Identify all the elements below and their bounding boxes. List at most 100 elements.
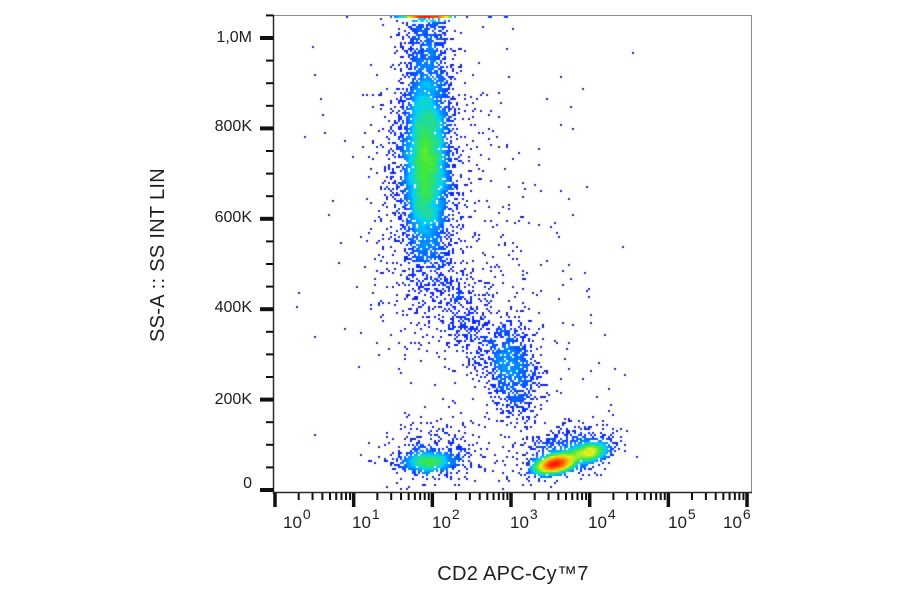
- x-tick-label-10e4: 104: [588, 506, 616, 533]
- y-tick-label-800k: 800K: [214, 118, 252, 135]
- x-tick-exponent: 2: [451, 506, 460, 522]
- x-tick-exponent: 0: [302, 506, 311, 522]
- x-minor-tick: [533, 493, 536, 500]
- y-axis-ticks: [260, 14, 274, 492]
- x-tick-base: 10: [283, 513, 302, 532]
- x-tick-label-10e0: 100: [283, 506, 311, 533]
- x-minor-tick: [564, 493, 567, 500]
- x-minor-tick: [427, 493, 430, 500]
- x-minor-tick: [557, 493, 560, 500]
- x-minor-tick: [547, 493, 550, 500]
- x-tick-label-10e1: 101: [352, 506, 380, 533]
- x-minor-tick: [486, 493, 489, 500]
- x-major-tick: [587, 493, 592, 507]
- density-scatter-canvas: [274, 16, 751, 492]
- x-minor-tick: [742, 493, 745, 500]
- x-tick-exponent: 4: [607, 506, 616, 522]
- x-minor-tick: [649, 493, 652, 500]
- x-minor-tick: [571, 493, 574, 500]
- x-minor-tick: [659, 493, 662, 500]
- x-minor-tick: [468, 493, 471, 500]
- x-tick-base: 10: [668, 513, 687, 532]
- x-axis-ticks: [273, 493, 749, 507]
- x-tick-base: 10: [352, 513, 371, 532]
- x-minor-tick: [297, 493, 300, 500]
- x-minor-tick: [423, 493, 426, 500]
- y-minor-tick: [266, 466, 274, 469]
- x-tick-base: 10: [510, 513, 529, 532]
- x-minor-tick: [663, 493, 666, 500]
- x-minor-tick: [478, 493, 481, 500]
- y-tick-label-600k: 600K: [214, 209, 252, 226]
- x-tick-label-10e5: 105: [668, 506, 696, 533]
- y-minor-tick: [266, 172, 274, 175]
- x-minor-tick: [626, 493, 629, 500]
- x-minor-tick: [376, 493, 379, 500]
- x-tick-exponent: 5: [687, 506, 696, 522]
- y-minor-tick: [266, 59, 274, 62]
- x-minor-tick: [655, 493, 658, 500]
- x-minor-tick: [704, 493, 707, 500]
- x-tick-label-10e6: 106: [723, 506, 751, 533]
- x-minor-tick: [340, 493, 343, 500]
- x-minor-tick: [691, 493, 694, 500]
- y-minor-tick: [266, 104, 274, 107]
- y-minor-tick: [266, 240, 274, 243]
- x-minor-tick: [335, 493, 338, 500]
- x-minor-tick: [733, 493, 736, 500]
- x-tick-base: 10: [723, 513, 742, 532]
- y-minor-tick: [266, 195, 274, 198]
- x-minor-tick: [311, 493, 314, 500]
- x-minor-tick: [612, 493, 615, 500]
- y-major-tick: [260, 216, 274, 221]
- x-minor-tick: [407, 493, 410, 500]
- y-major-tick: [260, 36, 274, 40]
- y-tick-label-1m: 1,0M: [216, 29, 252, 46]
- y-minor-tick: [266, 14, 274, 17]
- x-minor-tick: [400, 493, 403, 500]
- y-minor-tick: [266, 263, 274, 265]
- x-minor-tick: [413, 493, 416, 500]
- x-tick-exponent: 3: [529, 506, 538, 522]
- x-major-tick: [273, 493, 277, 507]
- y-minor-tick: [266, 421, 274, 424]
- x-minor-tick: [419, 493, 422, 500]
- x-major-tick: [430, 493, 435, 507]
- x-minor-tick: [455, 493, 458, 500]
- x-major-tick: [351, 493, 356, 507]
- x-tick-base: 10: [432, 513, 451, 532]
- x-minor-tick: [585, 493, 588, 500]
- x-minor-tick: [497, 493, 500, 500]
- x-minor-tick: [576, 493, 579, 500]
- y-minor-tick: [266, 353, 274, 356]
- x-minor-tick: [714, 493, 717, 500]
- y-minor-tick: [266, 443, 274, 446]
- x-tick-base: 10: [588, 513, 607, 532]
- x-tick-exponent: 6: [742, 506, 751, 522]
- x-minor-tick: [349, 493, 352, 500]
- x-minor-tick: [738, 493, 741, 500]
- y-major-tick: [260, 488, 274, 492]
- x-minor-tick: [506, 493, 509, 500]
- x-major-tick: [745, 493, 749, 507]
- y-minor-tick: [266, 285, 274, 288]
- x-major-tick: [509, 493, 513, 507]
- y-axis-title: SS-A :: SS INT LIN: [147, 168, 169, 342]
- x-tick-exponent: 1: [371, 506, 380, 522]
- x-axis-title: CD2 APC-Cy™7: [437, 563, 589, 585]
- x-minor-tick: [636, 493, 639, 500]
- x-minor-tick: [502, 493, 505, 500]
- y-tick-label-200k: 200K: [214, 391, 252, 408]
- x-minor-tick: [581, 493, 584, 500]
- y-major-tick: [260, 397, 274, 402]
- x-tick-label-10e3: 103: [510, 506, 538, 533]
- y-tick-label-0: 0: [243, 475, 252, 492]
- y-minor-tick: [266, 82, 274, 85]
- x-major-tick: [666, 493, 671, 507]
- x-minor-tick: [643, 493, 646, 500]
- x-minor-tick: [390, 493, 393, 500]
- x-minor-tick: [321, 493, 324, 500]
- y-minor-tick: [266, 376, 274, 378]
- x-tick-label-10e2: 102: [432, 506, 460, 533]
